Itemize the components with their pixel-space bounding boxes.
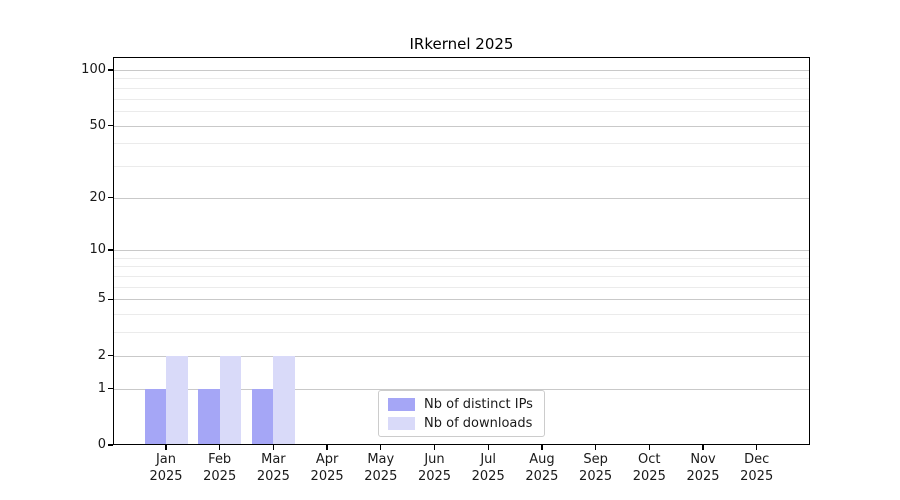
legend-label: Nb of distinct IPs (424, 397, 533, 413)
x-tick-label: Oct 2025 (632, 452, 666, 484)
gridline-major (113, 197, 810, 199)
legend-row: Nb of distinct IPs (388, 397, 535, 412)
chart-title: IRkernel 2025 (409, 35, 514, 53)
y-tick-mark (108, 69, 113, 71)
x-tick-label: Feb 2025 (203, 452, 237, 484)
bar-nb-of-downloads-feb (219, 355, 242, 445)
y-tick-label: 1 (97, 380, 106, 396)
y-tick-label: 5 (97, 291, 106, 307)
x-tick-mark (702, 445, 704, 450)
x-tick-label: Aug 2025 (525, 452, 559, 484)
x-tick-mark (326, 445, 328, 450)
bar-nb-of-distinct-ips-mar (251, 388, 274, 445)
x-tick-label: Jan 2025 (149, 452, 183, 484)
legend-swatch-icon (388, 398, 415, 412)
gridline-minor (113, 286, 810, 288)
bar-nb-of-downloads-mar (273, 355, 295, 445)
x-tick-label: Apr 2025 (310, 452, 344, 484)
x-tick-mark (487, 445, 489, 450)
y-tick-label: 10 (89, 242, 106, 258)
gridline-major (113, 125, 810, 127)
y-tick-mark (108, 298, 113, 301)
bar-nb-of-downloads-jan (166, 355, 188, 445)
gridline-minor (113, 87, 810, 89)
x-tick-label: Jul 2025 (471, 452, 505, 484)
y-tick-label: 2 (97, 347, 106, 363)
x-tick-label: Nov 2025 (686, 452, 720, 484)
x-tick-label: Dec 2025 (740, 452, 774, 484)
y-tick-label: 50 (89, 117, 106, 133)
x-tick-label: May 2025 (364, 452, 398, 484)
y-tick-label: 0 (97, 437, 106, 452)
x-tick-mark (648, 445, 650, 450)
gridline-major (113, 299, 810, 301)
gridline-minor (113, 257, 810, 259)
legend-label: Nb of downloads (424, 415, 533, 431)
y-tick-label: 100 (81, 61, 106, 77)
legend: Nb of distinct IPs Nb of downloads (378, 390, 545, 437)
y-tick-mark (108, 355, 113, 357)
gridline-major (113, 69, 810, 71)
y-tick-mark (108, 444, 113, 446)
x-tick-mark (594, 445, 597, 450)
y-tick-mark (108, 196, 113, 199)
x-tick-mark (219, 445, 221, 450)
gridline-minor (113, 276, 810, 278)
gridline-minor (113, 332, 810, 334)
gridline-minor (113, 314, 810, 316)
y-tick-label: 20 (89, 189, 106, 205)
y-tick-mark (108, 124, 113, 127)
bar-nb-of-distinct-ips-feb (198, 388, 220, 445)
y-tick-mark (108, 387, 113, 390)
x-tick-label: Jun 2025 (417, 452, 452, 484)
gridline-major (113, 250, 810, 252)
bar-nb-of-distinct-ips-jan (144, 388, 166, 445)
gridline-minor (113, 98, 810, 100)
x-tick-mark (756, 445, 758, 450)
y-tick-mark (108, 249, 113, 251)
gridline-major (113, 355, 810, 357)
x-tick-label: Sep 2025 (579, 452, 613, 484)
x-tick-mark (380, 445, 382, 450)
x-tick-mark (433, 445, 436, 450)
gridline-minor (113, 110, 810, 112)
gridline-major (113, 388, 810, 390)
legend-swatch-icon (388, 416, 415, 430)
gridline-minor (113, 78, 810, 80)
gridline-minor (113, 143, 810, 145)
x-tick-label: Mar 2025 (256, 452, 290, 484)
x-tick-mark (272, 445, 275, 450)
legend-row: Nb of downloads (388, 416, 535, 431)
x-tick-mark (541, 445, 543, 450)
gridline-minor (113, 165, 810, 167)
x-tick-mark (165, 445, 167, 450)
gridline-minor (113, 266, 810, 268)
